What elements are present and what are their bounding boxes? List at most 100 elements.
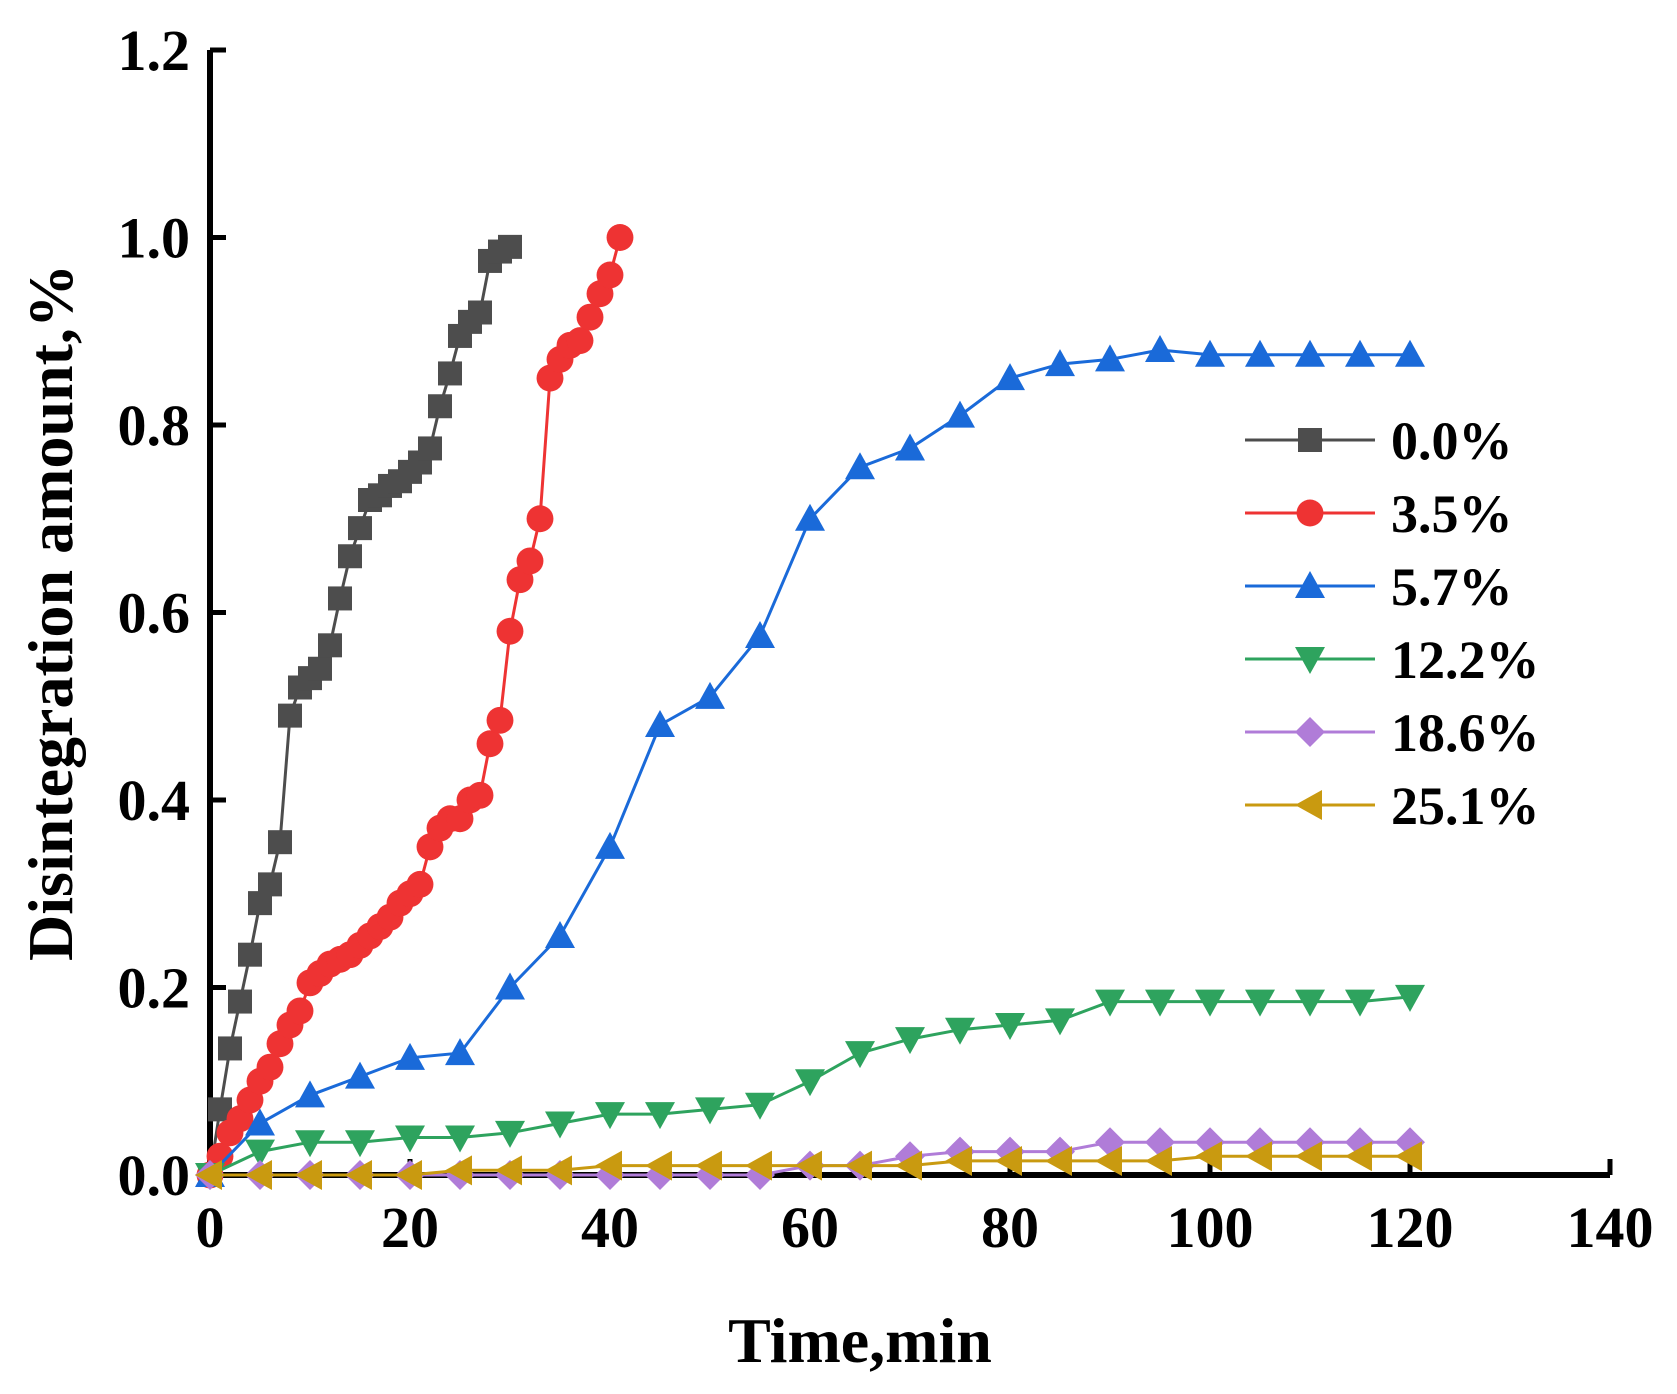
legend-marker xyxy=(1296,499,1324,527)
data-point xyxy=(576,303,604,331)
x-tick-label: 80 xyxy=(981,1195,1039,1260)
data-point xyxy=(645,710,675,737)
data-point xyxy=(1045,1145,1072,1176)
data-point xyxy=(228,989,252,1014)
legend-entry: 12.2% xyxy=(1245,630,1540,690)
legend-label: 12.2% xyxy=(1391,630,1540,690)
data-point xyxy=(345,1160,372,1190)
data-point xyxy=(445,1038,475,1066)
axes: 0.0 0.2 0.4 0.6 0.8 1.0 1.2 0 20 40 60 80 100 120 140 xyxy=(118,18,1654,1260)
data-point xyxy=(595,1102,625,1130)
data-point xyxy=(895,1150,922,1181)
legend-label: 5.7% xyxy=(1391,557,1513,617)
x-tick-label: 40 xyxy=(581,1195,639,1260)
series-3-5pct xyxy=(196,224,634,1189)
data-point xyxy=(545,920,575,948)
data-point xyxy=(286,997,314,1025)
data-point xyxy=(438,361,462,386)
data-point xyxy=(295,1080,325,1108)
data-point xyxy=(895,433,925,461)
legend-entry: 18.6% xyxy=(1245,703,1540,763)
data-point xyxy=(596,261,624,289)
x-tick-label: 140 xyxy=(1567,1195,1654,1260)
x-axis-title: Time,min xyxy=(728,1305,992,1376)
data-point xyxy=(295,1160,322,1190)
data-point xyxy=(218,1036,242,1061)
data-point xyxy=(645,1150,672,1181)
y-tick-label: 0.0 xyxy=(118,1143,191,1208)
series-layer xyxy=(195,224,1425,1190)
data-point xyxy=(195,1160,222,1190)
legend-label: 0.0% xyxy=(1391,411,1513,471)
data-point xyxy=(1245,339,1275,367)
series-25-1pct xyxy=(195,1141,1422,1190)
data-point xyxy=(1195,989,1225,1017)
data-point xyxy=(795,503,825,531)
data-point xyxy=(606,224,634,251)
data-point xyxy=(1095,344,1125,372)
x-tick-label: 120 xyxy=(1367,1195,1454,1260)
data-point xyxy=(545,1155,572,1186)
data-point xyxy=(1145,989,1175,1017)
data-point xyxy=(496,617,524,645)
data-point xyxy=(845,452,875,480)
data-point xyxy=(245,1139,275,1167)
series-5-7pct xyxy=(195,335,1425,1187)
data-point xyxy=(495,1155,522,1186)
data-point xyxy=(566,327,594,355)
data-point xyxy=(1395,1141,1422,1172)
data-point xyxy=(745,1092,775,1120)
data-point xyxy=(348,516,372,541)
data-point xyxy=(1145,1145,1172,1176)
data-point xyxy=(308,656,332,681)
data-point xyxy=(295,1130,325,1158)
x-tick-label: 100 xyxy=(1167,1195,1254,1260)
data-point xyxy=(1345,1141,1372,1172)
data-point xyxy=(945,400,975,428)
data-point xyxy=(695,1150,722,1181)
data-point xyxy=(595,1150,622,1181)
legend-label: 18.6% xyxy=(1391,703,1540,763)
legend-entry: 3.5% xyxy=(1245,484,1513,544)
data-point xyxy=(468,300,492,325)
data-point xyxy=(795,1150,822,1181)
data-point xyxy=(595,831,625,859)
data-point xyxy=(1295,989,1325,1017)
legend-label: 25.1% xyxy=(1391,776,1540,836)
legend-marker xyxy=(1295,790,1322,820)
data-point xyxy=(486,706,514,734)
legend-label: 3.5% xyxy=(1391,484,1513,544)
y-tick-label: 0.6 xyxy=(118,581,191,646)
y-tick-label: 0.4 xyxy=(118,768,191,833)
data-point xyxy=(845,1150,872,1181)
y-tick-label: 0.8 xyxy=(118,393,191,458)
data-point xyxy=(445,1125,475,1153)
legend-marker xyxy=(1295,647,1325,674)
data-point xyxy=(1045,349,1075,377)
data-point xyxy=(418,436,442,461)
data-point xyxy=(1095,989,1125,1017)
data-point xyxy=(1345,339,1375,367)
y-tick-label: 0.2 xyxy=(118,956,191,1021)
legend-marker xyxy=(1295,571,1325,598)
data-point xyxy=(945,1145,972,1176)
data-point xyxy=(695,1097,725,1125)
data-point xyxy=(476,730,504,758)
data-point xyxy=(466,781,494,809)
data-point xyxy=(745,1150,772,1181)
data-point xyxy=(995,1145,1022,1176)
data-point xyxy=(845,1041,875,1069)
data-point xyxy=(945,1017,975,1045)
data-point xyxy=(1195,1141,1222,1172)
data-point xyxy=(1295,339,1325,367)
series-0-0pct xyxy=(198,234,522,1187)
data-point xyxy=(406,870,434,898)
data-point xyxy=(1345,989,1375,1017)
x-tick-label: 60 xyxy=(781,1195,839,1260)
data-point xyxy=(795,1069,825,1097)
data-point xyxy=(995,1013,1025,1040)
legend-entry: 5.7% xyxy=(1245,557,1513,617)
x-tick-label: 20 xyxy=(381,1195,439,1260)
data-point xyxy=(345,1061,375,1089)
